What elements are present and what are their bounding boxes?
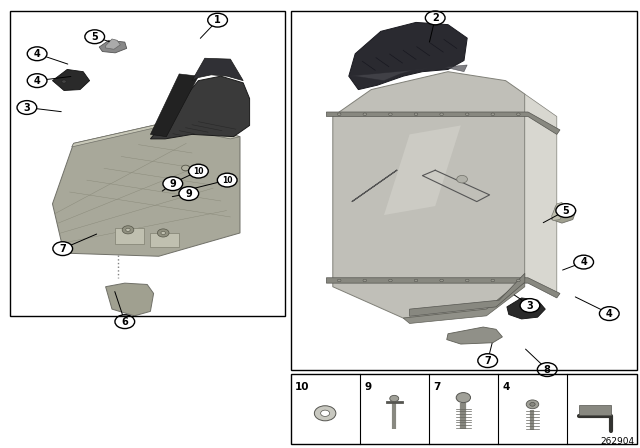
- Text: 6: 6: [122, 317, 128, 327]
- Text: 10: 10: [295, 382, 310, 392]
- Circle shape: [61, 80, 67, 83]
- Bar: [291, 374, 637, 444]
- Polygon shape: [192, 58, 243, 81]
- Circle shape: [414, 113, 418, 116]
- Circle shape: [478, 354, 497, 367]
- Circle shape: [491, 113, 495, 116]
- Circle shape: [491, 279, 495, 282]
- Circle shape: [556, 204, 575, 217]
- Text: 4: 4: [580, 257, 587, 267]
- Circle shape: [457, 176, 467, 183]
- Polygon shape: [326, 112, 560, 134]
- Polygon shape: [384, 125, 461, 215]
- Circle shape: [530, 402, 535, 406]
- Circle shape: [125, 228, 131, 232]
- Text: 3: 3: [527, 301, 533, 310]
- Circle shape: [600, 307, 619, 320]
- Circle shape: [465, 279, 469, 282]
- Polygon shape: [410, 273, 525, 316]
- Text: 9: 9: [186, 189, 192, 198]
- Text: 7: 7: [60, 244, 66, 254]
- Text: 8: 8: [544, 365, 550, 375]
- Circle shape: [163, 177, 182, 190]
- Circle shape: [17, 101, 36, 114]
- Text: 3: 3: [24, 103, 30, 112]
- Text: 4: 4: [502, 382, 510, 392]
- Polygon shape: [403, 278, 525, 323]
- Polygon shape: [552, 204, 576, 223]
- Polygon shape: [99, 40, 127, 53]
- Circle shape: [440, 113, 444, 116]
- Polygon shape: [150, 74, 198, 137]
- Text: 9: 9: [170, 179, 176, 189]
- Circle shape: [516, 113, 520, 116]
- Polygon shape: [106, 283, 154, 316]
- Circle shape: [337, 113, 341, 116]
- Circle shape: [122, 226, 134, 234]
- Circle shape: [574, 255, 593, 269]
- Circle shape: [414, 279, 418, 282]
- Text: 1: 1: [214, 15, 221, 25]
- Bar: [10, 11, 285, 316]
- Circle shape: [85, 30, 104, 43]
- Circle shape: [28, 74, 47, 87]
- Polygon shape: [150, 76, 250, 139]
- Polygon shape: [326, 278, 560, 298]
- Polygon shape: [447, 327, 502, 344]
- Circle shape: [516, 279, 520, 282]
- Polygon shape: [150, 233, 179, 247]
- Circle shape: [218, 173, 237, 187]
- Circle shape: [179, 187, 198, 200]
- Text: 4: 4: [34, 76, 40, 86]
- Text: 7: 7: [484, 356, 491, 366]
- Circle shape: [363, 279, 367, 282]
- Polygon shape: [72, 121, 240, 147]
- Circle shape: [28, 47, 47, 60]
- Circle shape: [465, 113, 469, 116]
- Text: 4: 4: [606, 309, 612, 319]
- Text: 2: 2: [432, 13, 438, 23]
- Circle shape: [314, 406, 336, 421]
- Circle shape: [161, 231, 165, 235]
- Text: 10: 10: [222, 176, 232, 185]
- Circle shape: [189, 164, 208, 178]
- Text: 7: 7: [433, 382, 441, 392]
- Circle shape: [115, 315, 134, 328]
- Polygon shape: [52, 69, 90, 90]
- Circle shape: [440, 279, 444, 282]
- Circle shape: [388, 279, 392, 282]
- Polygon shape: [106, 39, 120, 49]
- Circle shape: [208, 13, 227, 27]
- Text: 10: 10: [193, 167, 204, 176]
- Circle shape: [538, 363, 557, 376]
- Text: 5: 5: [563, 206, 569, 215]
- Polygon shape: [349, 65, 467, 81]
- Circle shape: [456, 392, 470, 403]
- Circle shape: [426, 11, 445, 25]
- Circle shape: [182, 165, 189, 171]
- Polygon shape: [525, 94, 557, 296]
- Circle shape: [526, 400, 539, 409]
- Polygon shape: [333, 72, 525, 318]
- Bar: [291, 11, 637, 370]
- Text: 5: 5: [92, 32, 98, 42]
- Text: 9: 9: [364, 382, 371, 392]
- Circle shape: [520, 299, 540, 312]
- Polygon shape: [115, 228, 144, 244]
- Circle shape: [321, 410, 330, 417]
- Polygon shape: [552, 202, 564, 220]
- Circle shape: [157, 229, 169, 237]
- Polygon shape: [349, 22, 467, 90]
- Circle shape: [363, 113, 367, 116]
- Polygon shape: [579, 405, 611, 415]
- Polygon shape: [507, 298, 545, 319]
- Polygon shape: [52, 121, 240, 256]
- Circle shape: [524, 306, 530, 310]
- Circle shape: [53, 242, 72, 255]
- Circle shape: [390, 395, 399, 401]
- Circle shape: [337, 279, 341, 282]
- Text: 4: 4: [34, 49, 40, 59]
- Text: 262904: 262904: [601, 437, 635, 446]
- Circle shape: [388, 113, 392, 116]
